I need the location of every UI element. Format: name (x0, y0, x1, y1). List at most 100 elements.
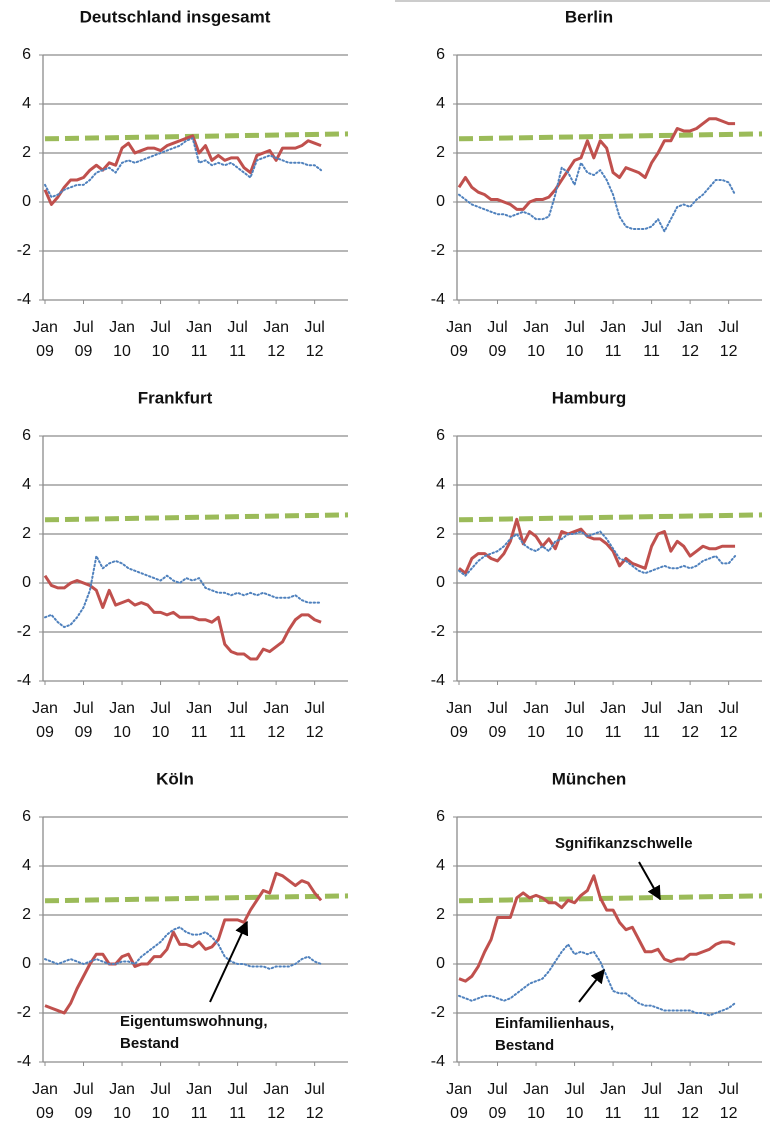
x-tick-label: Jul 10 (150, 700, 171, 741)
y-tick-label: 2 (436, 144, 445, 161)
y-tick-label: 4 (436, 857, 445, 874)
threshold-line (44, 512, 349, 523)
series-line (44, 926, 323, 970)
x-tick-label: Jan 12 (677, 319, 703, 360)
chart-title: Frankfurt (138, 388, 213, 407)
annotation: Bestand (495, 1037, 554, 1054)
y-tick-label: 4 (436, 476, 445, 493)
y-tick-label: -2 (431, 623, 445, 640)
y-tick-label: 0 (22, 193, 31, 210)
x-tick-label: Jan 10 (523, 700, 549, 741)
x-tick-label: Jul 12 (718, 319, 739, 360)
y-tick-label: -2 (17, 242, 31, 259)
x-tick-label: Jul 11 (227, 319, 248, 360)
x-tick-label: Jan 10 (109, 700, 135, 741)
x-tick-label: Jul 09 (487, 319, 508, 360)
y-tick-label: 6 (436, 808, 445, 825)
threshold-line (458, 893, 763, 904)
annotation-arrow (638, 861, 661, 901)
x-tick-label: Jul 12 (304, 1081, 325, 1122)
x-tick-label: Jul 09 (73, 319, 94, 360)
x-tick-label: Jul 10 (564, 1081, 585, 1122)
x-tick-label: Jan 12 (677, 700, 703, 741)
y-tick-label: 6 (22, 46, 31, 63)
y-tick-label: -4 (431, 672, 445, 689)
annotation: Bestand (120, 1035, 179, 1052)
y-tick-label: -4 (431, 1053, 445, 1070)
x-tick-label: Jan 11 (600, 700, 626, 741)
x-tick-label: Jan 12 (677, 1081, 703, 1122)
x-tick-label: Jul 09 (73, 1081, 94, 1122)
y-tick-label: 0 (22, 955, 31, 972)
x-tick-label: Jul 09 (73, 700, 94, 741)
y-tick-label: 6 (22, 808, 31, 825)
x-tick-label: Jul 10 (564, 700, 585, 741)
series-line (458, 517, 736, 575)
x-tick-label: Jan 10 (109, 319, 135, 360)
y-tick-label: -2 (17, 623, 31, 640)
annotation: Eigentumswohnung, (120, 1013, 268, 1030)
y-tick-label: 2 (22, 144, 31, 161)
series-line (458, 874, 736, 983)
y-tick-label: -4 (17, 291, 31, 308)
x-tick-label: Jul 12 (304, 700, 325, 741)
y-tick-label: 0 (22, 574, 31, 591)
x-tick-label: Jul 09 (487, 1081, 508, 1122)
series-line (44, 137, 323, 199)
y-tick-label: 4 (436, 95, 445, 112)
y-tick-label: 4 (22, 95, 31, 112)
y-tick-label: -4 (17, 1053, 31, 1070)
x-tick-label: Jan 09 (32, 700, 58, 741)
y-tick-label: 6 (436, 427, 445, 444)
x-tick-label: Jul 12 (718, 700, 739, 741)
x-tick-label: Jan 11 (186, 319, 212, 360)
threshold-line (44, 893, 349, 904)
y-tick-label: 2 (436, 525, 445, 542)
x-tick-label: Jan 12 (263, 1081, 289, 1122)
x-tick-label: Jan 12 (263, 700, 289, 741)
annotation-arrow (578, 968, 605, 1003)
y-tick-label: 4 (22, 857, 31, 874)
annotation-arrow (209, 920, 249, 1003)
series-line (458, 943, 737, 1017)
x-tick-label: Jan 09 (446, 319, 472, 360)
x-tick-label: Jul 12 (718, 1081, 739, 1122)
y-tick-label: -4 (431, 291, 445, 308)
x-tick-label: Jan 10 (109, 1081, 135, 1122)
chart-title: Berlin (565, 7, 613, 26)
y-tick-label: 4 (22, 476, 31, 493)
series-line (44, 555, 323, 629)
x-tick-label: Jul 11 (641, 319, 662, 360)
annotation: Einfamilienhaus, (495, 1015, 614, 1032)
x-tick-label: Jan 11 (600, 319, 626, 360)
x-tick-label: Jan 12 (263, 319, 289, 360)
threshold-line (458, 131, 763, 142)
x-tick-label: Jul 12 (304, 319, 325, 360)
y-tick-label: -4 (17, 672, 31, 689)
y-tick-label: -2 (17, 1004, 31, 1021)
x-tick-label: Jul 10 (150, 1081, 171, 1122)
x-tick-label: Jul 11 (641, 1081, 662, 1122)
y-tick-label: 0 (436, 955, 445, 972)
series-line (458, 530, 737, 577)
y-tick-label: 0 (436, 574, 445, 591)
series-line (43, 574, 322, 661)
threshold-line (458, 512, 763, 523)
chart-title: Köln (156, 769, 194, 788)
x-tick-label: Jan 10 (523, 319, 549, 360)
x-tick-label: Jan 09 (446, 1081, 472, 1122)
x-tick-label: Jul 09 (487, 700, 508, 741)
series-line (43, 134, 322, 206)
y-tick-label: 2 (22, 525, 31, 542)
y-tick-label: -2 (431, 242, 445, 259)
chart-title: München (552, 769, 627, 788)
annotation: Sgnifikanzschwelle (555, 835, 693, 852)
x-tick-label: Jan 10 (523, 1081, 549, 1122)
x-tick-label: Jan 09 (446, 700, 472, 741)
y-tick-label: 2 (22, 906, 31, 923)
x-tick-label: Jan 11 (600, 1081, 626, 1122)
x-tick-label: Jul 11 (641, 700, 662, 741)
chart-title: Hamburg (552, 388, 627, 407)
y-tick-label: 6 (22, 427, 31, 444)
